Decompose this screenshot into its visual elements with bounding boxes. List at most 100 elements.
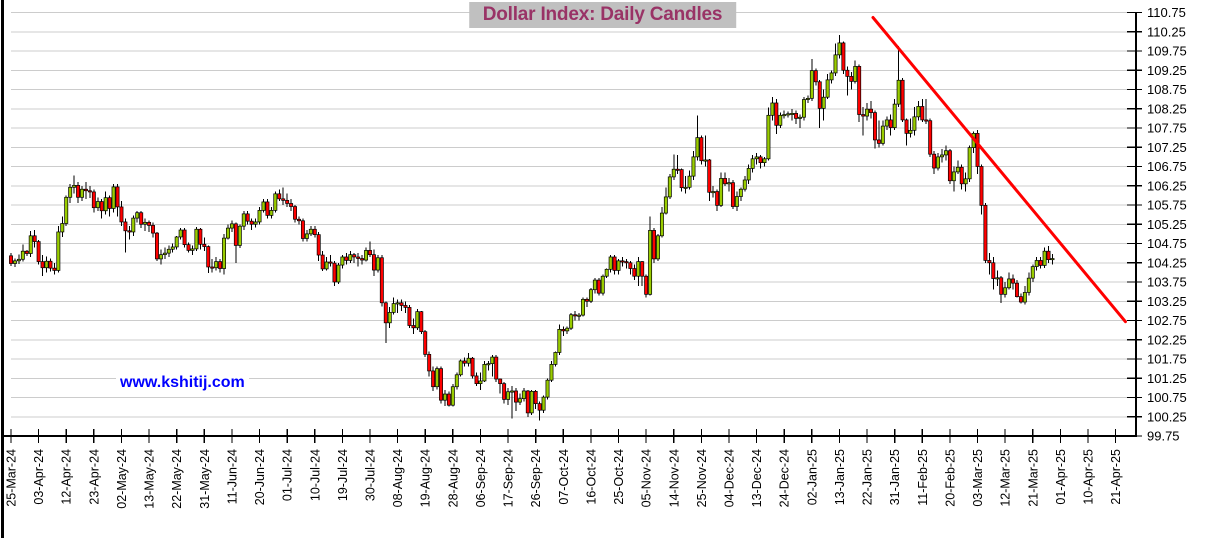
candle-body (663, 196, 668, 214)
candle-body (959, 166, 964, 185)
candle-body (32, 235, 37, 242)
candle-body (577, 314, 582, 317)
y-tick-label: 107.75 (1147, 121, 1187, 136)
candle-body (36, 241, 41, 262)
x-tick-label: 24-Dec-24 (778, 449, 792, 507)
candle-body (514, 390, 518, 403)
x-tick-label: 03-Apr-24 (32, 449, 46, 505)
y-tick-label: 100.25 (1147, 409, 1187, 424)
chart-title: Dollar Index: Daily Candles (468, 2, 737, 28)
candle-body (340, 256, 345, 266)
candle-body (545, 379, 550, 398)
candle-body (87, 190, 92, 193)
candle-body (936, 156, 941, 169)
candle-body (249, 220, 254, 225)
candle-body (111, 186, 116, 209)
candle-body (900, 79, 905, 121)
candle-body (869, 108, 873, 113)
candle-body (498, 378, 503, 384)
candle-body (782, 114, 787, 117)
candle-body (454, 374, 459, 388)
candle-body (233, 223, 238, 246)
candle-body (596, 279, 601, 294)
candle-body (896, 79, 901, 105)
candle-body (403, 305, 408, 308)
x-tick-label: 19-Jul-24 (336, 449, 350, 501)
candle-body (395, 302, 400, 305)
candle-body (541, 396, 546, 411)
x-tick-label: 13-Jan-25 (833, 449, 847, 505)
candle-body (853, 66, 858, 82)
candle-body (80, 188, 84, 198)
candle-body (478, 380, 483, 384)
x-tick-label: 02-May-24 (115, 449, 129, 509)
candle-body (364, 250, 369, 261)
candle-body (1015, 282, 1019, 297)
candle-body (151, 225, 155, 234)
candle-body (383, 302, 388, 324)
candle-body (1007, 278, 1012, 289)
y-tick-label: 99.75 (1147, 429, 1180, 444)
y-tick-label: 106.25 (1147, 178, 1187, 193)
candle-body (131, 217, 136, 233)
candle-body (198, 228, 203, 245)
candle-body (155, 232, 159, 260)
candle-body (727, 182, 731, 185)
candle-body (1042, 250, 1047, 266)
candle-body (924, 119, 929, 122)
candle-body (667, 176, 672, 198)
candle-body (202, 243, 207, 247)
candle-body (730, 182, 735, 207)
candle-body (691, 156, 696, 177)
x-tick-label: 05-Nov-24 (640, 449, 654, 507)
x-tick-label: 28-Aug-24 (446, 449, 460, 507)
candle-body (778, 114, 783, 126)
candle-body (892, 103, 897, 128)
candle-body (20, 250, 25, 260)
candle-body (561, 329, 566, 332)
candle-body (529, 390, 534, 414)
candle-body (517, 398, 522, 403)
candle-body (352, 254, 357, 258)
candle-body (9, 255, 13, 264)
candle-body (332, 262, 337, 283)
x-tick-label: 04-Dec-24 (722, 449, 736, 507)
candle-body (182, 229, 187, 246)
candle-body (762, 158, 767, 164)
candle-body (861, 114, 866, 117)
candle-body (920, 106, 925, 121)
candle-body (443, 393, 447, 401)
x-tick-label: 17-Sep-24 (502, 449, 516, 507)
candle-body (415, 311, 420, 329)
candle-body (218, 261, 223, 269)
candle-body (944, 150, 948, 156)
y-tick-label: 106.75 (1147, 159, 1187, 174)
candle-body (813, 70, 818, 83)
candle-body (746, 168, 751, 181)
candle-body (281, 198, 286, 201)
candle-body (766, 114, 771, 160)
candle-body (640, 261, 645, 277)
candle-body (841, 42, 846, 71)
candle-body (439, 368, 443, 401)
candle-body (707, 159, 712, 193)
candle-body (774, 102, 779, 126)
x-tick-label: 22-May-24 (170, 449, 184, 509)
candle-body (908, 129, 913, 134)
candle-body (76, 185, 81, 198)
x-tick-label: 11-Feb-25 (916, 449, 930, 506)
candle-body (656, 235, 660, 260)
candle-body (48, 260, 53, 269)
candle-body (963, 178, 968, 185)
candle-body (446, 393, 451, 406)
candle-body (916, 106, 921, 118)
candle-body (525, 390, 530, 414)
candle-body (162, 252, 167, 256)
candle-body (210, 266, 215, 269)
candle-body (206, 246, 211, 268)
candle-body (222, 237, 226, 269)
x-tick-label: 19-Aug-24 (419, 449, 433, 507)
x-tick-label: 13-Dec-24 (750, 449, 764, 507)
candle-body (64, 196, 69, 224)
candle-body (135, 212, 140, 219)
